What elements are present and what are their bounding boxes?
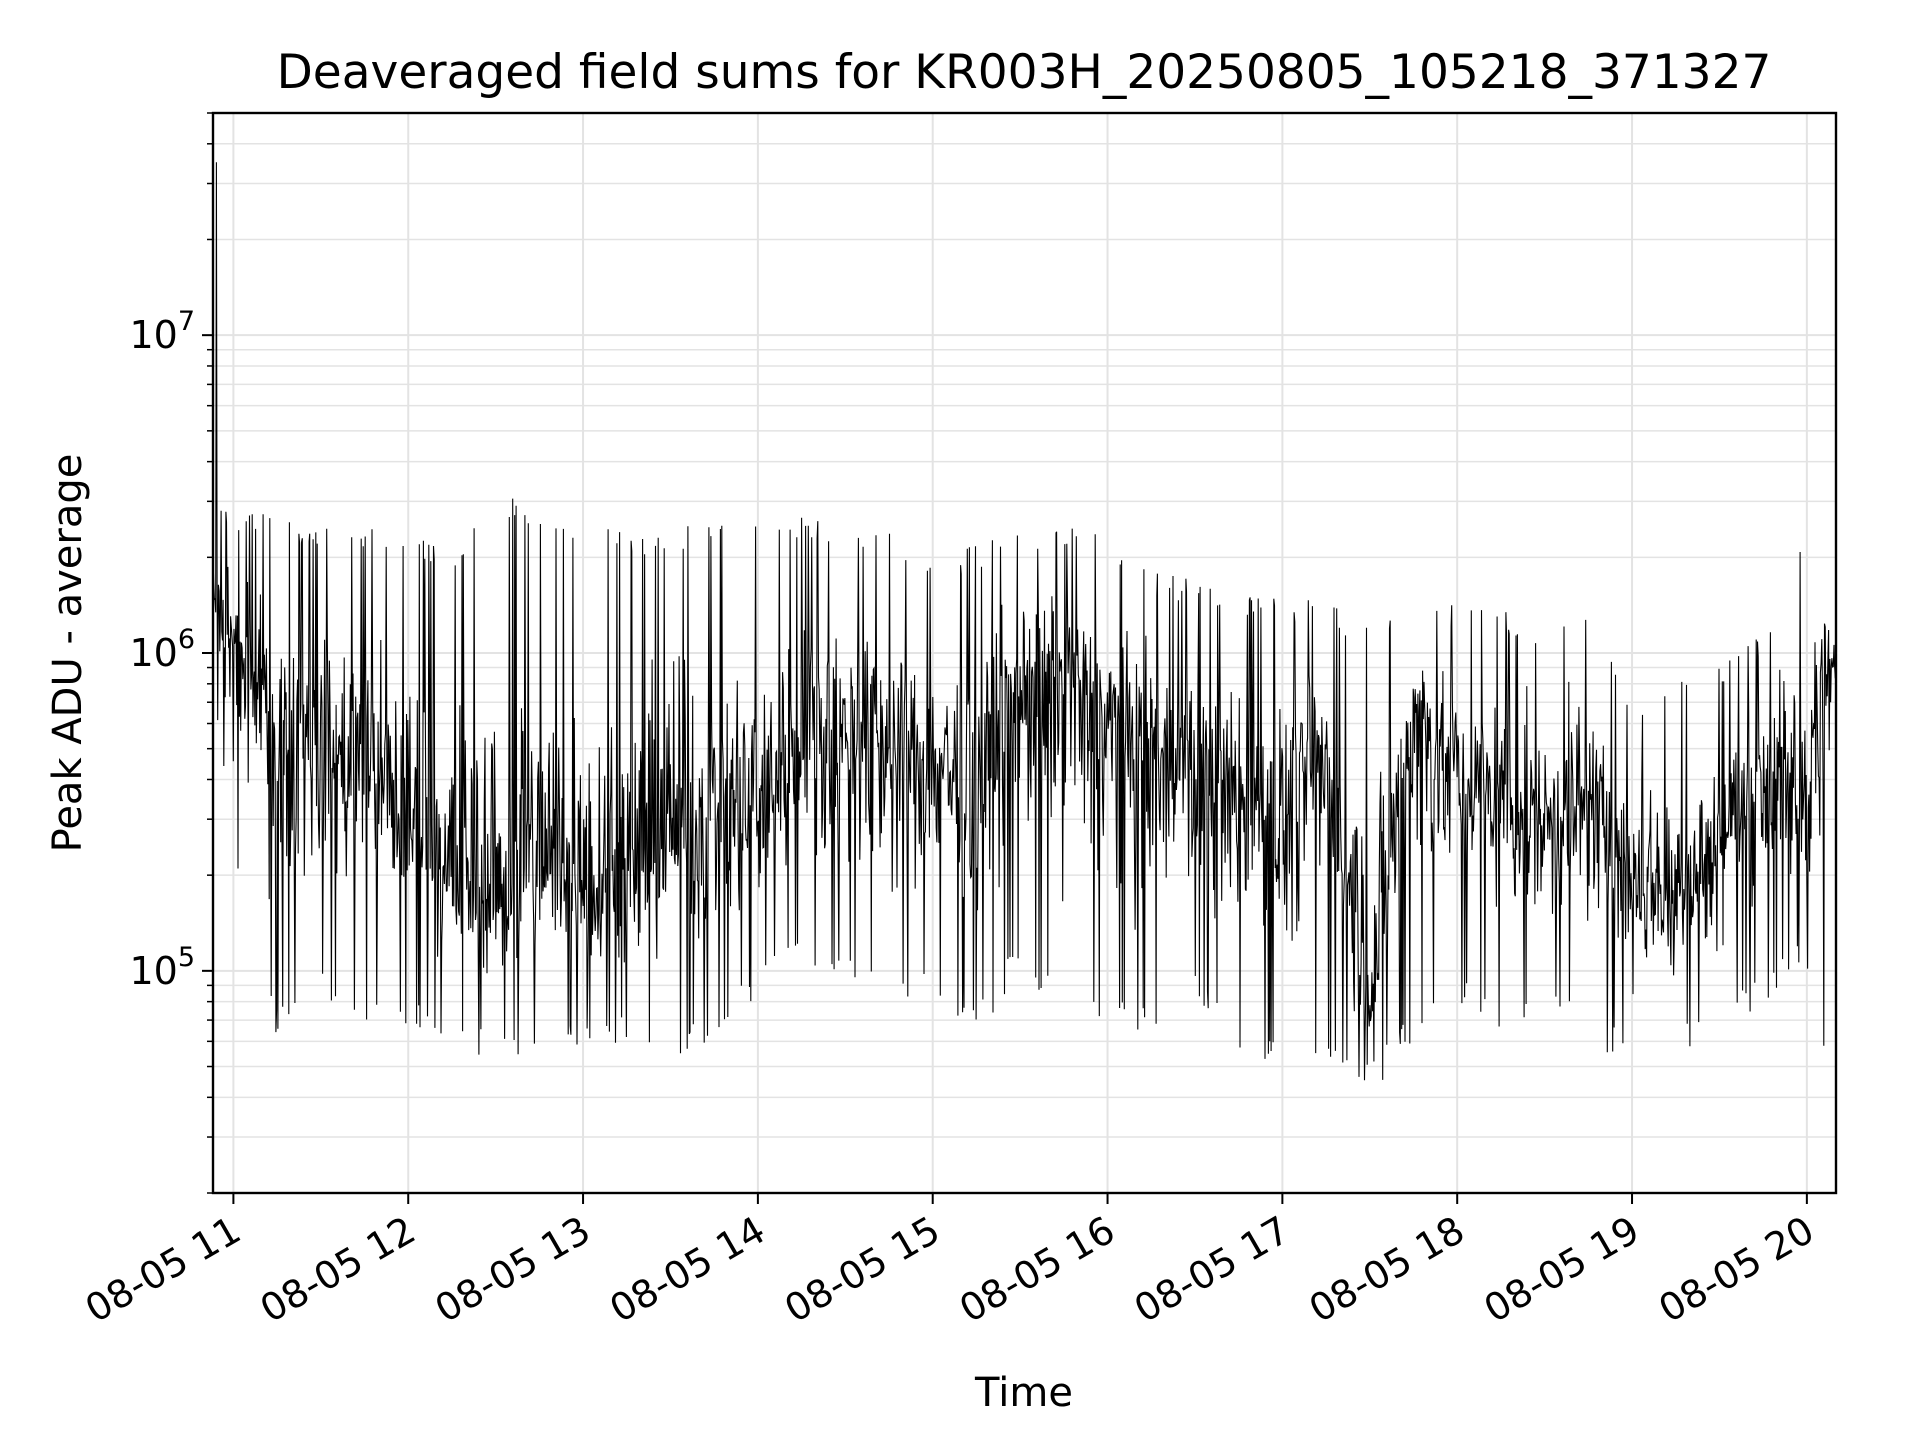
chart-title: Deaveraged field sums for KR003H_2025080… <box>277 45 1772 100</box>
y-tick-label: 105 <box>129 942 195 993</box>
x-axis-label: Time <box>974 1370 1073 1416</box>
series-layer <box>212 162 1837 1081</box>
grid-layer <box>213 112 1836 1194</box>
series-line <box>212 162 1837 1081</box>
y-tick-label: 107 <box>129 306 195 357</box>
y-tick-label: 106 <box>129 624 195 675</box>
y-axis-label: Peak ADU - average <box>45 454 91 853</box>
